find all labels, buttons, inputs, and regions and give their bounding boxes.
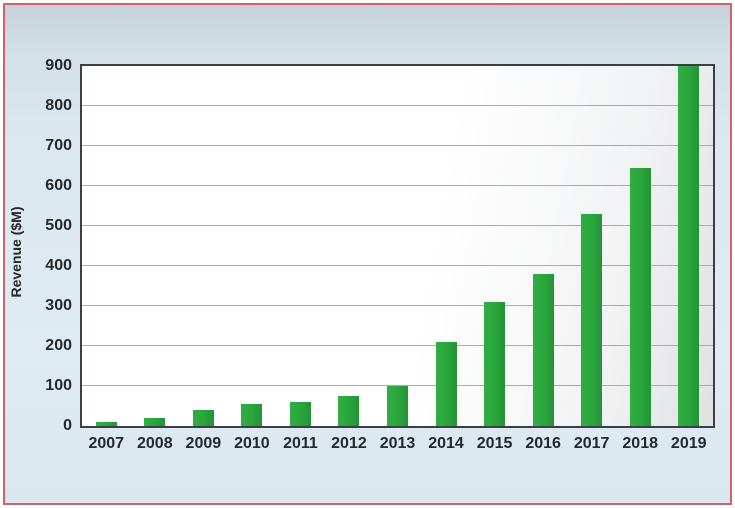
bar-2008: [144, 418, 166, 426]
bar-2012: [338, 396, 360, 426]
gridline-800: [82, 105, 713, 106]
x-tick-label-2017: 2017: [573, 435, 610, 452]
y-tick-label-900: 900: [45, 57, 72, 74]
x-tick-label-2019: 2019: [670, 435, 707, 452]
y-tick-label-0: 0: [63, 417, 72, 434]
bar-2018: [629, 168, 651, 426]
bar-2016: [532, 274, 554, 426]
plot-area: [80, 64, 715, 428]
y-tick-label-600: 600: [45, 177, 72, 194]
bar-2019: [678, 66, 700, 426]
bar-2010: [241, 404, 263, 426]
x-tick-label-2007: 2007: [88, 435, 125, 452]
gridline-400: [82, 265, 713, 266]
x-tick-label-2012: 2012: [331, 435, 367, 452]
y-tick-label-300: 300: [45, 297, 72, 314]
gridline-300: [82, 305, 713, 306]
x-tick-label-2014: 2014: [428, 435, 464, 452]
x-tick-label-2011: 2011: [283, 435, 318, 452]
y-axis-title: Revenue ($M): [8, 206, 24, 298]
gridline-700: [82, 145, 713, 146]
x-tick-label-2010: 2010: [234, 435, 270, 452]
bar-2011: [289, 402, 311, 426]
bar-2017: [581, 214, 603, 426]
x-tick-label-2008: 2008: [137, 435, 173, 452]
bar-2013: [387, 386, 408, 426]
x-tick-label-2016: 2016: [525, 435, 561, 452]
y-tick-label-800: 800: [45, 97, 72, 114]
x-tick-label-2018: 2018: [622, 435, 658, 452]
gridline-500: [82, 225, 713, 226]
y-tick-label-700: 700: [45, 137, 72, 154]
y-tick-label-200: 200: [45, 337, 72, 354]
bar-2007: [95, 422, 117, 426]
x-tick-label-2009: 2009: [185, 435, 222, 452]
gridline-600: [82, 185, 713, 186]
x-tick-label-2013: 2013: [379, 435, 416, 452]
y-tick-label-100: 100: [45, 377, 72, 394]
x-tick-label-2015: 2015: [476, 435, 513, 452]
gridline-100: [82, 385, 713, 386]
y-tick-label-400: 400: [45, 257, 72, 274]
bar-2009: [192, 410, 214, 426]
bar-2015: [484, 302, 506, 426]
y-tick-label-500: 500: [45, 217, 72, 234]
bar-2014: [435, 342, 457, 426]
gridline-200: [82, 345, 713, 346]
